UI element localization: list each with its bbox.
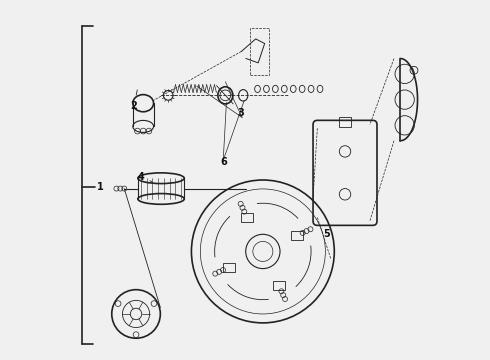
Bar: [339, 117, 351, 127]
Bar: [272, 281, 285, 290]
Text: 5: 5: [323, 229, 330, 239]
Bar: [291, 231, 303, 240]
Text: 6: 6: [220, 157, 227, 167]
Text: 3: 3: [217, 86, 245, 118]
Text: 4: 4: [138, 172, 152, 182]
Bar: [249, 28, 270, 75]
Bar: [223, 263, 235, 271]
Bar: [241, 213, 253, 222]
Text: 2: 2: [131, 90, 137, 111]
Text: 1: 1: [97, 182, 104, 192]
